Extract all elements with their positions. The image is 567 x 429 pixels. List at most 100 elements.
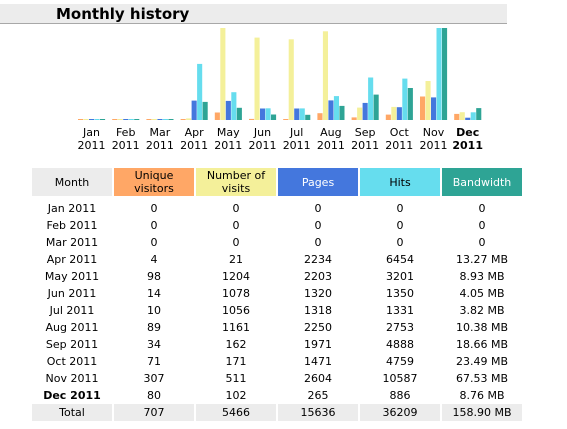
x-tick-year: 2011: [452, 139, 483, 152]
x-tick-month: Aug: [320, 126, 341, 139]
bar-number-of-visits: [459, 112, 465, 120]
cell-visits: 1161: [222, 321, 250, 334]
section-title: Monthly history: [56, 5, 190, 23]
header-bandwidth: Bandwidth: [442, 168, 522, 196]
bar-hits: [299, 108, 305, 120]
x-tick-month: Jul: [289, 126, 303, 139]
bar-pages: [260, 108, 266, 120]
x-tick-year: 2011: [351, 139, 379, 152]
table-row: Sep 2011 34 162 1971 4888 18.66 MB: [32, 336, 522, 353]
cell-month: Feb 2011: [46, 219, 98, 232]
cell-pages: 1318: [304, 304, 332, 317]
cell-month: Jul 2011: [49, 304, 95, 317]
x-tick-year: 2011: [146, 139, 174, 152]
cell-pages: 265: [307, 389, 329, 402]
cell-hits: 10587: [382, 372, 418, 385]
cell-month: May 2011: [44, 270, 100, 283]
table-body: Jan 2011 0 0 0 0 0 Feb 2011 0 0 0 0 0 Mar 2011 0 0 0 0 0 A…: [32, 200, 522, 421]
bar-bandwidth: [236, 107, 242, 120]
total-visits: 5466: [196, 404, 276, 421]
header-hits: Hits: [360, 168, 440, 196]
bar-hits: [197, 63, 203, 120]
cell-pages: 2250: [304, 321, 332, 334]
bar-hits: [333, 96, 339, 120]
bar-unique-visitors: [180, 119, 186, 120]
bar-unique-visitors: [112, 119, 118, 120]
cell-visits: 0: [232, 219, 240, 232]
total-pages: 15636: [278, 404, 358, 421]
bar-number-of-visits: [186, 118, 192, 120]
table-total-row: Total 707 5466 15636 36209 158.90 MB: [32, 404, 522, 421]
cell-month: Aug 2011: [45, 321, 99, 334]
cell-visits: 511: [225, 372, 247, 385]
cell-hits: 0: [396, 202, 404, 215]
cell-bandwidth: 23.49 MB: [455, 355, 509, 368]
cell-hits: 0: [396, 236, 404, 249]
header-number-of-visits: Number of visits: [196, 168, 276, 196]
cell-bandwidth: 10.38 MB: [455, 321, 509, 334]
bar-pages: [396, 107, 402, 120]
cell-month: Sep 2011: [45, 338, 99, 351]
bar-number-of-visits: [83, 119, 89, 120]
table-row: Feb 2011 0 0 0 0 0: [32, 217, 522, 234]
bar-unique-visitors: [454, 113, 460, 120]
bar-number-of-visits: [357, 107, 363, 120]
monthly-history-chart: Jan2011Feb2011Mar2011Apr2011May2011Jun20…: [78, 28, 483, 152]
bar-hits: [94, 119, 100, 120]
x-tick-year: 2011: [112, 139, 140, 152]
cell-pages: 2203: [304, 270, 332, 283]
cell-hits: 3201: [386, 270, 414, 283]
cell-pages: 1320: [304, 287, 332, 300]
bar-bandwidth: [134, 119, 140, 120]
bar-number-of-visits: [117, 119, 123, 120]
bar-unique-visitors: [351, 117, 357, 120]
cell-bandwidth: 18.66 MB: [455, 338, 509, 351]
cell-month: Jun 2011: [47, 287, 97, 300]
x-tick-month: Apr: [185, 126, 205, 139]
bar-unique-visitors: [283, 119, 289, 120]
bar-pages: [157, 119, 163, 120]
cell-unique: 0: [150, 219, 158, 232]
cell-pages: 2234: [304, 253, 332, 266]
cell-bandwidth: 0: [478, 219, 486, 232]
cell-month: Jan 2011: [47, 202, 97, 215]
bar-pages: [225, 100, 231, 120]
bar-bandwidth: [168, 119, 174, 120]
bar-number-of-visits: [288, 39, 294, 120]
bar-bandwidth: [305, 114, 311, 120]
bar-pages: [89, 119, 95, 120]
cell-visits: 171: [225, 355, 247, 368]
bar-bandwidth: [339, 105, 345, 120]
cell-bandwidth: 0: [478, 202, 486, 215]
bar-unique-visitors: [214, 112, 220, 120]
table-row: Nov 2011 307 511 2604 10587 67.53 MB: [32, 370, 522, 387]
monthly-history-table: Month Unique visitors Number of visits P…: [30, 168, 524, 421]
cell-bandwidth: 0: [478, 236, 486, 249]
x-tick-month: Oct: [390, 126, 410, 139]
bar-hits: [402, 78, 408, 120]
bar-hits: [128, 119, 134, 120]
x-tick-year: 2011: [214, 139, 242, 152]
cell-unique: 10: [147, 304, 161, 317]
bar-unique-visitors: [249, 118, 255, 120]
table-row: Jan 2011 0 0 0 0 0: [32, 200, 522, 217]
cell-unique: 71: [147, 355, 161, 368]
bar-bandwidth: [442, 28, 448, 120]
cell-unique: 0: [150, 202, 158, 215]
x-tick-month: May: [217, 126, 240, 139]
cell-unique: 14: [147, 287, 161, 300]
cell-unique: 307: [143, 372, 165, 385]
table-row: Jun 2011 14 1078 1320 1350 4.05 MB: [32, 285, 522, 302]
x-tick-year: 2011: [385, 139, 413, 152]
bar-bandwidth: [373, 94, 379, 120]
total-month: Total: [32, 404, 112, 421]
x-tick-month: Jan: [82, 126, 100, 139]
cell-visits: 0: [232, 236, 240, 249]
bar-hits: [231, 92, 237, 120]
bar-unique-visitors: [420, 96, 426, 120]
bar-number-of-visits: [254, 37, 260, 120]
cell-bandwidth: 67.53 MB: [455, 372, 509, 385]
cell-unique: 80: [147, 389, 161, 402]
bar-pages: [362, 102, 368, 120]
x-tick-year: 2011: [180, 139, 208, 152]
